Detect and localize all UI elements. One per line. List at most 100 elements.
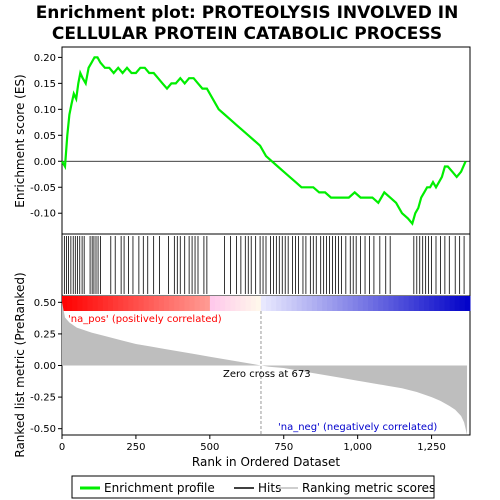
rank-color-segment [311,296,318,311]
rank-color-segment [464,296,471,311]
rank-color-segment [153,296,160,311]
rank-color-segment [342,296,349,311]
rank-color-segment [143,296,150,311]
rank-color-segment [215,296,221,311]
x-axis-label: Rank in Ordered Dataset [192,455,340,469]
x-tick-label: 1,000 [343,442,372,453]
rank-color-segment [327,296,333,311]
rank-color-segment [413,296,420,311]
es-panel-frame [61,46,471,235]
rank-color-segment [332,296,338,311]
rank-color-segment [87,296,94,311]
es-y-axis: -0.10 -0.05 0.00 0.05 0.10 0.15 0.20 [30,53,62,220]
rank-color-segment [454,296,461,311]
rank-color-segment [439,296,445,311]
rank-color-segment [118,296,124,311]
rank-color-segment [444,296,451,311]
legend-box [71,475,435,499]
rank-color-segment [301,296,308,311]
es-y-axis-label: Enrichment score (ES) [13,74,27,207]
rank-color-segment [337,296,343,311]
rank-color-segment [398,296,405,311]
ranked-metric-area [62,302,468,435]
x-tick-label: 750 [274,442,293,453]
rank-color-segment [317,296,323,311]
rank-color-segment [383,296,389,311]
rank-color-segment [148,296,155,311]
x-tick-label: 1,250 [417,442,446,453]
rank-color-segment [164,296,170,311]
rank-color-segment [362,296,369,311]
enrichment-profile-series [61,56,467,226]
es-y-tick-label: 0.15 [34,79,56,90]
rank-color-segment [240,296,247,311]
rank-color-segment [347,296,354,311]
rank-color-segment [271,296,277,311]
rank-color-segment [296,296,303,311]
rank-color-segment [179,296,185,311]
rank-color-segment [281,296,287,311]
rank-color-segment [230,296,236,311]
chart-title-line2: CELLULAR PROTEIN CATABOLIC PROCESS [52,24,442,44]
rank-color-segment [276,296,282,311]
chart-title-line1: Enrichment plot: PROTEOLYSIS INVOLVED IN [36,3,459,23]
es-y-tick-label: 0.05 [34,131,56,142]
rank-color-segment [194,296,201,311]
rank-color-segment [388,296,394,311]
metric-y-tick-label: 0.25 [34,329,56,340]
es-y-tick-label: -0.05 [30,183,56,194]
rank-color-segment [357,296,364,311]
rank-color-segment [393,296,400,311]
rank-color-segment [286,296,292,311]
ranked-metric-series [62,302,468,435]
rank-color-segment [459,296,466,311]
rank-color-segment [77,296,83,311]
rank-color-segment [260,296,267,311]
rank-color-segment [123,296,129,311]
rank-color-segment [102,296,109,311]
rank-color-segment [352,296,359,311]
rank-color-segment [72,296,78,311]
rank-color-bar [62,296,471,311]
rank-color-segment [235,296,241,311]
rank-color-segment [429,296,435,311]
rank-color-segment [62,296,68,311]
rank-x-axis: 0 250 500 750 1,000 1,250 [59,435,446,453]
rank-color-segment [169,296,175,311]
rank-color-segment [291,296,298,311]
rank-color-segment [67,296,73,311]
rank-color-segment [82,296,88,311]
rank-color-segment [266,296,272,311]
rank-color-segment [408,296,415,311]
rank-color-segment [189,296,196,311]
rank-color-segment [107,296,114,311]
metric-y-axis-label: Ranked list metric (PreRanked) [13,272,27,457]
rank-color-segment [97,296,104,311]
rank-color-segment [199,296,206,311]
x-tick-label: 250 [126,442,145,453]
rank-color-segment [138,296,145,311]
enrichment-profile-line [61,56,467,226]
rank-color-segment [245,296,252,311]
rank-color-segment [113,296,119,311]
rank-color-segment [403,296,410,311]
rank-color-segment [92,296,99,311]
metric-y-axis: -0.50 -0.25 0.00 0.25 0.50 [30,298,62,435]
neg-correlated-label: 'na_neg' (negatively correlated) [278,422,437,433]
rank-color-segment [419,296,425,311]
rank-color-segment [133,296,139,311]
es-y-tick-label: 0.00 [34,157,56,168]
rank-color-segment [306,296,313,311]
es-y-tick-label: 0.10 [34,105,56,116]
metric-y-tick-label: -0.50 [30,424,56,435]
rank-color-segment [174,296,180,311]
rank-color-segment [378,296,384,311]
legend-metric-label: Ranking metric scores [302,481,435,495]
rank-color-segment [250,296,257,311]
x-tick-label: 0 [59,442,65,453]
rank-color-segment [449,296,456,311]
rank-color-segment [322,296,328,311]
rank-color-segment [128,296,134,311]
rank-color-segment [204,296,211,311]
